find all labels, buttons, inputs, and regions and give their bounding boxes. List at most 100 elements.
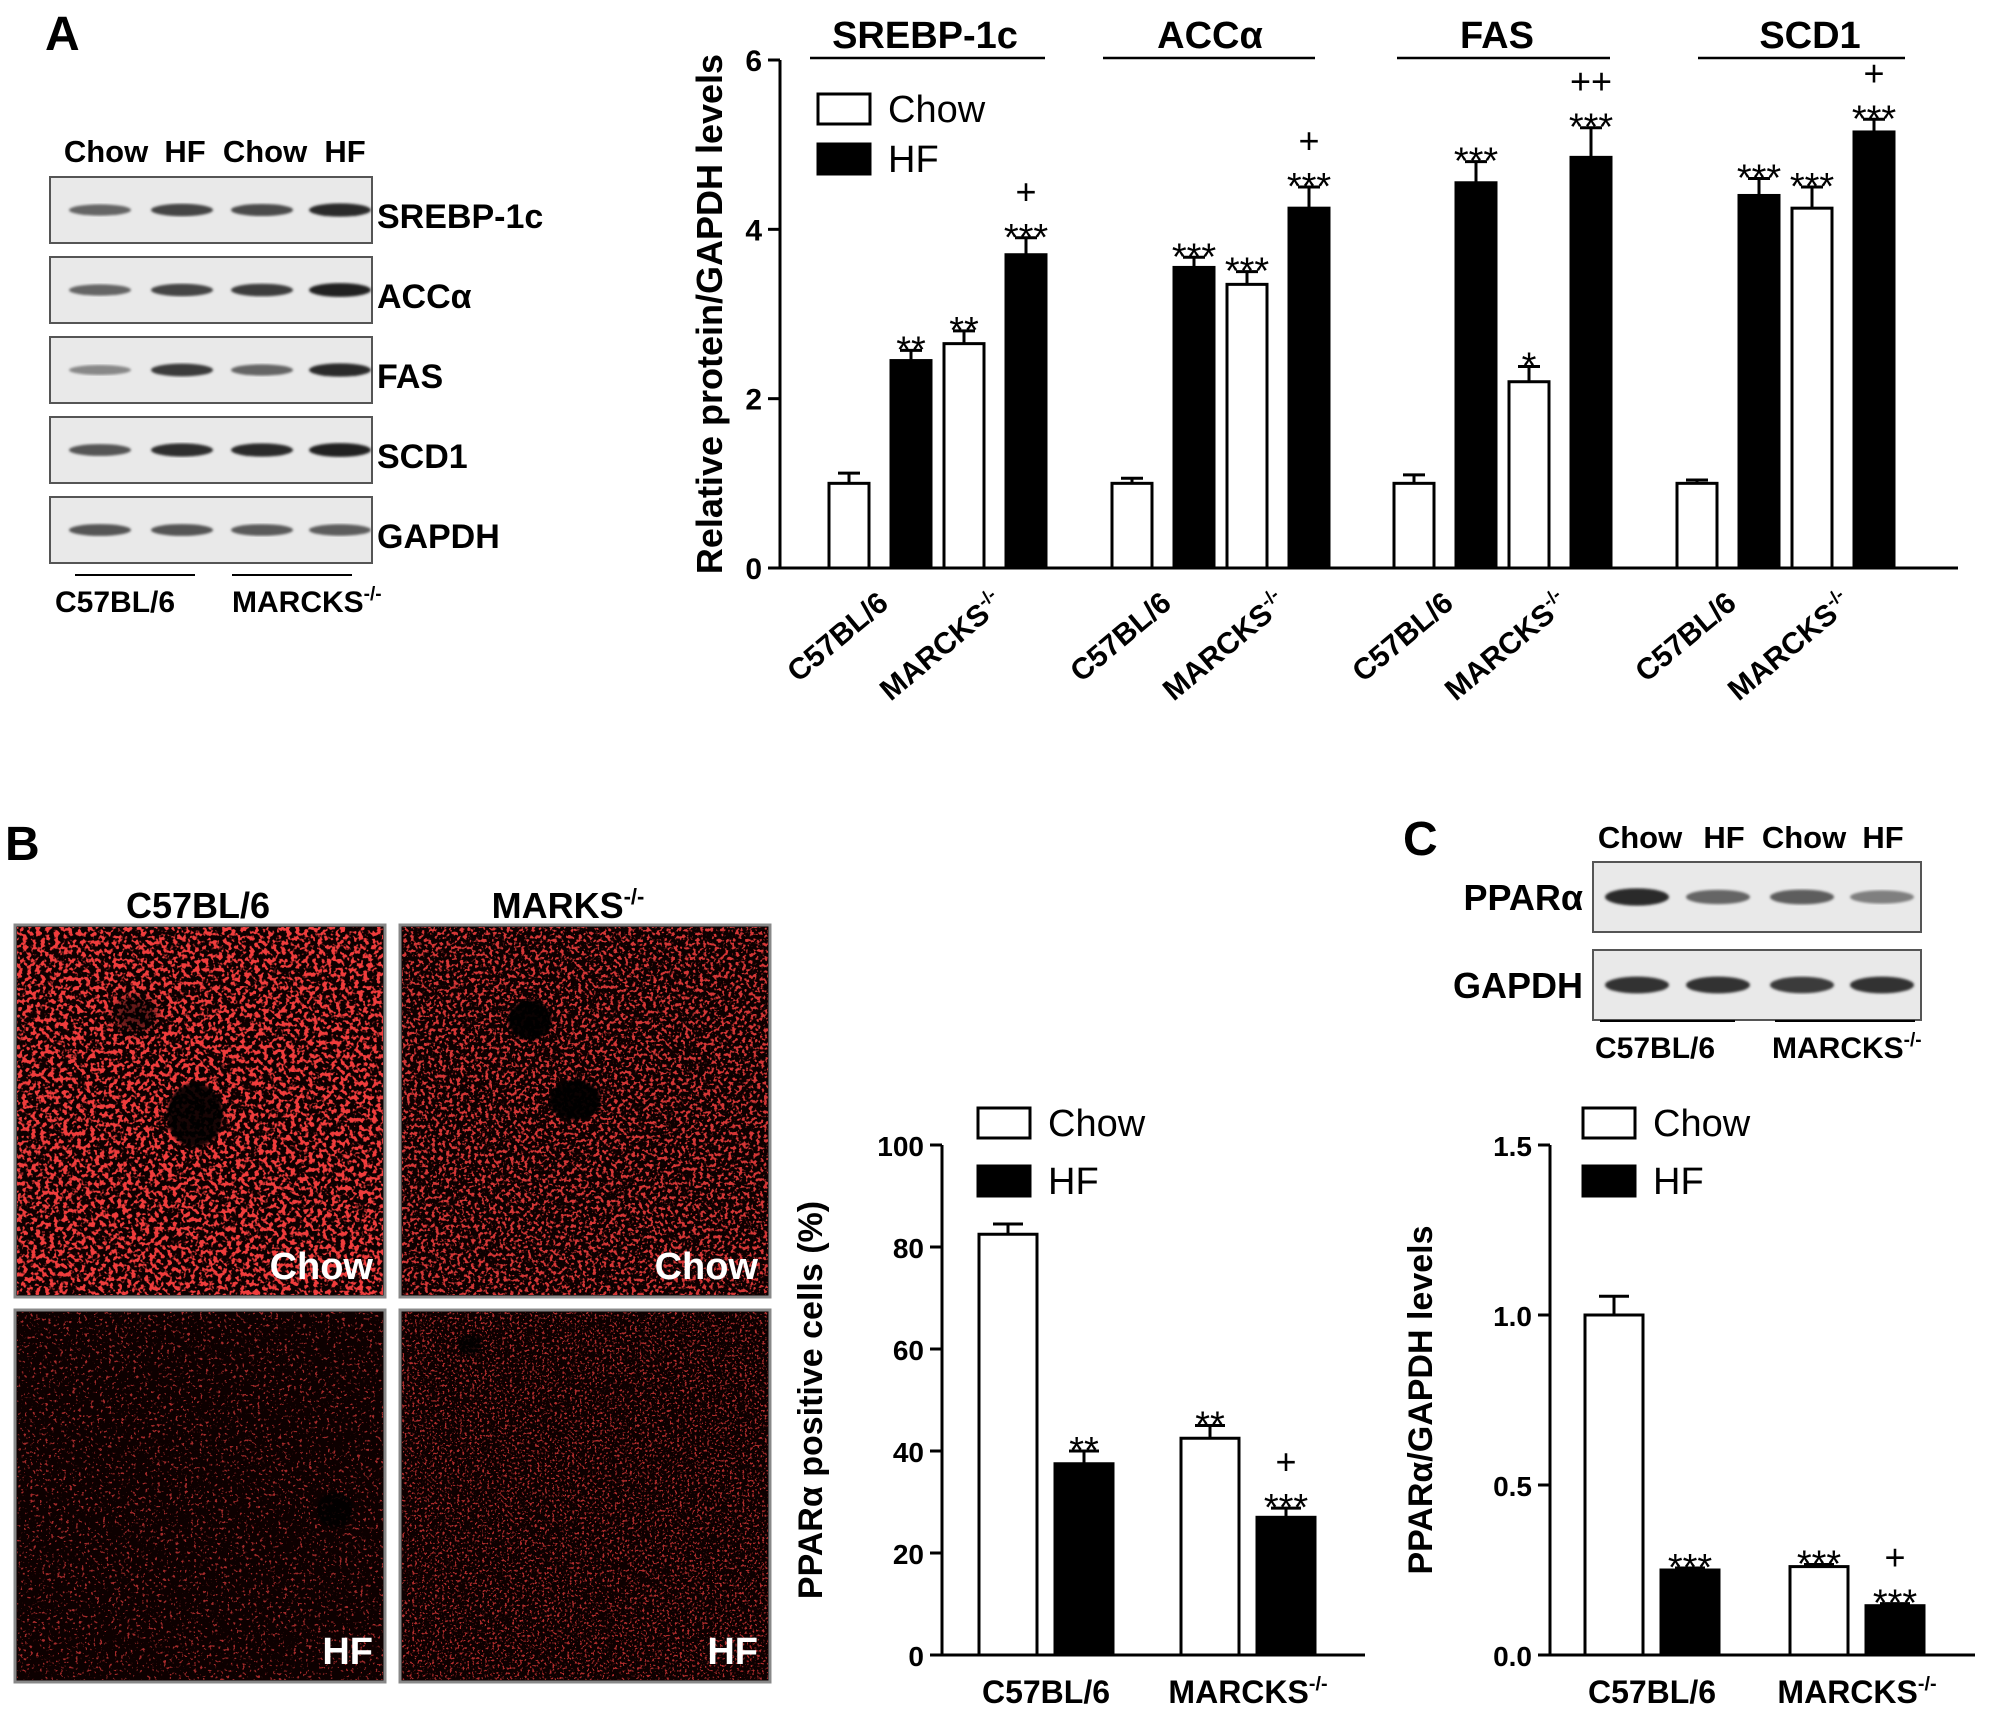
- bar-hf: [1737, 193, 1781, 570]
- bar-hf: [1454, 181, 1498, 570]
- bar-hf: [1053, 1462, 1115, 1657]
- chart-a-protein-header-3: FAS: [1460, 15, 1534, 57]
- dark-region: [113, 997, 157, 1033]
- microscopy-tile-label: Chow: [270, 1246, 374, 1288]
- significance-plus: ++: [1570, 61, 1612, 102]
- blot-a-protein-label-4: SCD1: [377, 438, 468, 476]
- x-tick-label: MARCKS-/-: [1155, 584, 1292, 708]
- chart-a-protein-header-1: SREBP-1c: [832, 15, 1018, 57]
- blot-a-strips: [49, 176, 373, 564]
- y-tick-label: 6: [745, 45, 762, 78]
- x-tick-label-text: MARCKS: [1722, 597, 1844, 707]
- blot-a-band-3-3: [231, 364, 293, 376]
- chart-a-protein-header-2: ACCα: [1157, 15, 1263, 57]
- chart-b: 0 20 40 60 80 100 PPARα positive cells (%) Chow…: [792, 1103, 1365, 1710]
- bar-chow: [1179, 1436, 1241, 1657]
- blot-a-protein-label-1: SREBP-1c: [377, 198, 543, 236]
- x-tick-label: C57BL/6: [1064, 586, 1177, 688]
- y-tick-label: 60: [893, 1335, 924, 1366]
- x-tick-label-sup: -/-: [1309, 1673, 1328, 1695]
- microscopy-staining: [402, 1312, 768, 1680]
- y-tick-label: 2: [745, 384, 762, 417]
- bar-chow: [1675, 481, 1719, 570]
- x-tick-label: MARCKS-/-: [1437, 584, 1574, 708]
- blot-c-group-label-1: C57BL/6: [1595, 1032, 1715, 1065]
- vessel-2: [549, 1080, 601, 1120]
- x-tick-label: C57BL/6: [1346, 586, 1459, 688]
- bar-chow: [977, 1232, 1039, 1657]
- microscopy-grid: C57BL/6 MARKS-/- Chow Chow HF HF: [13, 884, 772, 1684]
- blot-a-band-4-3: [231, 443, 293, 457]
- bar-chow: [1583, 1313, 1645, 1657]
- y-tick-label: 1.0: [1493, 1301, 1532, 1332]
- blot-c-band-1-1: [1605, 888, 1669, 906]
- bar-chow: [827, 481, 871, 570]
- legend-label-chow: Chow: [888, 89, 986, 131]
- x-tick-label: MARCKS-/-: [1777, 1673, 1936, 1710]
- microscopy-tile-3: HF: [13, 1308, 387, 1684]
- bar-chow: [1790, 206, 1834, 570]
- significance-stars: ***: [1668, 1547, 1713, 1589]
- microscopy-staining: [17, 1312, 383, 1680]
- central-vein: [167, 1083, 223, 1147]
- blot-a-lane-label-2: HF: [164, 134, 205, 169]
- bar-hf: [1852, 130, 1896, 570]
- significance-stars: **: [1069, 1430, 1099, 1472]
- bar-hf: [1864, 1604, 1926, 1657]
- legend-label-chow: Chow: [1653, 1103, 1751, 1145]
- microscopy-tile-label: HF: [322, 1631, 373, 1673]
- significance-stars: *: [1522, 345, 1537, 387]
- blot-c-group-label-2: MARCKS-/-: [1772, 1030, 1922, 1065]
- blot-a-group-label-1: C57BL/6: [55, 586, 175, 619]
- blot-c-lane-label-2: HF: [1703, 820, 1744, 855]
- bar-hf: [1172, 265, 1216, 570]
- x-tick-label: C57BL/6: [1588, 1674, 1716, 1710]
- y-tick-label: 20: [893, 1539, 924, 1570]
- y-tick-label: 0.5: [1493, 1471, 1532, 1502]
- microscopy-tile-4: HF: [398, 1308, 772, 1684]
- legend-swatch-hf: [1581, 1164, 1637, 1198]
- blot-c-protein-label-1: PPARα: [1464, 877, 1583, 918]
- legend-swatch-chow: [976, 1106, 1032, 1140]
- y-axis-label: Relative protein/GAPDH levels: [689, 54, 730, 574]
- legend-label-hf: HF: [1048, 1161, 1099, 1203]
- blot-c-band-2-3: [1770, 976, 1834, 994]
- legend-swatch-hf: [976, 1164, 1032, 1198]
- significance-stars: ***: [1569, 107, 1614, 149]
- panel-a: A Chow HF Chow HF SREBP-1c ACCα FAS SCD1…: [45, 8, 1958, 707]
- blot-a-band-4-1: [69, 444, 131, 456]
- legend-swatch-chow: [816, 92, 872, 126]
- significance-stars: ***: [1790, 166, 1835, 208]
- x-tick-label: C57BL/6: [781, 586, 894, 688]
- blot-a-lane-label-1: Chow: [64, 134, 149, 169]
- x-tick-label-text: MARCKS: [1168, 1674, 1308, 1710]
- legend-swatch-hf: [816, 142, 872, 176]
- microscopy-column-title-2: MARKS-/-: [492, 884, 645, 926]
- microscopy-column-title-1: C57BL/6: [126, 885, 270, 926]
- significance-stars: ***: [1225, 251, 1270, 293]
- blot-a-band-1-4: [309, 203, 371, 217]
- x-tick-label-text: C57BL/6: [781, 586, 894, 688]
- blot-a-band-2-2: [151, 283, 213, 297]
- x-tick-label-text: C57BL/6: [1629, 586, 1742, 688]
- bar-chow: [1225, 282, 1269, 570]
- blot-c-lane-label-4: HF: [1862, 820, 1903, 855]
- significance-stars: **: [949, 310, 979, 352]
- significance-stars: ***: [1264, 1487, 1309, 1529]
- bar-hf: [1004, 253, 1048, 570]
- significance-stars: ***: [1454, 141, 1499, 183]
- significance-stars: ***: [1797, 1544, 1842, 1586]
- blot-a-band-1-2: [151, 203, 213, 217]
- blot-a-band-3-1: [69, 365, 131, 375]
- chart-a-protein-header-4: SCD1: [1759, 15, 1860, 57]
- bar-hf: [1255, 1515, 1317, 1657]
- x-tick-label-text: C57BL/6: [1346, 586, 1459, 688]
- x-tick-label-sup: -/-: [1918, 1673, 1937, 1695]
- significance-plus: +: [1863, 52, 1884, 93]
- panel-letter-a: A: [45, 8, 80, 61]
- blot-c-band-1-3: [1770, 889, 1834, 905]
- blot-a-group-labels: C57BL/6 MARCKS-/-: [55, 574, 382, 619]
- blot-c-strips: [1592, 861, 1922, 1021]
- y-axis-label: PPARα/GAPDH levels: [1402, 1225, 1440, 1574]
